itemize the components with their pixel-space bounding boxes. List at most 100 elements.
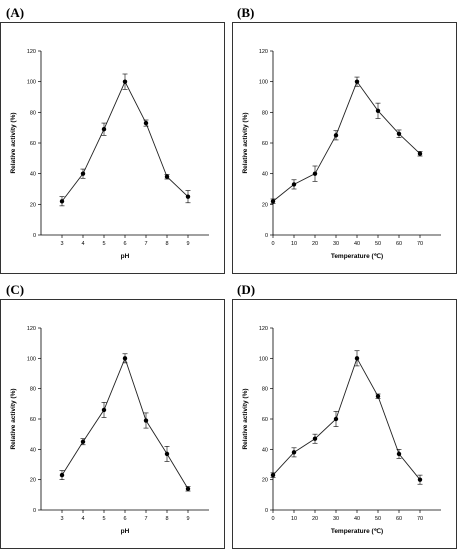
x-tick-label: 70 [417, 516, 423, 522]
series-line [272, 357, 421, 480]
y-tick-label: 100 [27, 356, 36, 362]
y-tick-label: 0 [33, 508, 36, 514]
x-tick-label: 4 [81, 516, 84, 522]
data-point [122, 79, 128, 84]
y-tick-label: 40 [262, 172, 268, 178]
y-tick-label: 100 [27, 80, 36, 86]
x-tick-label: 50 [375, 516, 381, 522]
panel-label-a: (A) [6, 5, 25, 20]
y-tick-label: 120 [27, 49, 36, 55]
y-tick-label: 80 [30, 387, 36, 393]
y-axis-title: Relative activity (%) [242, 112, 249, 173]
data-point [375, 108, 381, 114]
y-axis-title: Relative activity (%) [10, 112, 17, 173]
x-tick-label: 7 [144, 241, 147, 247]
x-tick-label: 60 [396, 241, 402, 247]
y-tick-label: 0 [33, 233, 36, 239]
y-tick-label: 60 [262, 141, 268, 147]
y-tick-label: 40 [262, 447, 268, 453]
y-tick-label: 80 [262, 387, 268, 393]
x-tick-label: 9 [186, 241, 189, 247]
data-point [59, 199, 65, 204]
y-tick-label: 100 [259, 80, 268, 86]
x-tick-label: 10 [291, 516, 297, 522]
data-point [270, 199, 276, 204]
y-tick-label: 20 [262, 478, 268, 484]
series-line [61, 80, 189, 202]
x-axis-title: Temperature (℃) [331, 527, 383, 535]
data-point [291, 450, 297, 455]
data-point [185, 194, 191, 199]
data-point [164, 451, 170, 457]
x-tick-label: 10 [291, 241, 297, 247]
data-point [143, 120, 149, 126]
chart-svg: 0 20 40 60 80 100 120 3 4 5 6 7 8 9 pH Relative activit… [10, 326, 209, 535]
data-point [396, 451, 402, 457]
y-tick-label: 0 [265, 233, 268, 239]
y-tick-label: 40 [30, 447, 36, 453]
y-tick-label: 40 [30, 172, 36, 178]
x-axis-title: pH [121, 528, 130, 535]
data-point [312, 436, 318, 441]
y-tick-label: 60 [30, 141, 36, 147]
x-tick-label: 0 [271, 241, 274, 247]
data-point [185, 486, 191, 491]
chart-svg: 0 20 40 60 80 100 120 0 10 20 30 40 50 60 70 Temperatur… [242, 326, 441, 535]
data-point [375, 394, 381, 399]
data-point [417, 477, 423, 482]
x-tick-label: 4 [81, 241, 84, 247]
x-tick-label: 30 [333, 241, 339, 247]
data-point [270, 472, 276, 478]
x-tick-label: 6 [123, 241, 126, 247]
y-tick-label: 120 [259, 49, 268, 55]
data-point [333, 416, 339, 422]
x-tick-label: 0 [271, 516, 274, 522]
x-tick-label: 9 [186, 516, 189, 522]
data-point [291, 182, 297, 187]
chart-svg: 0 20 40 60 80 100 120 0 10 20 30 40 50 60 70 Temperatur… [242, 49, 441, 260]
chart-panel-b: 0 20 40 60 80 100 120 0 10 20 30 40 50 60 70 Temperatur… [232, 22, 457, 274]
x-tick-label: 30 [333, 516, 339, 522]
x-tick-label: 60 [396, 516, 402, 522]
data-point [312, 171, 318, 176]
x-tick-label: 8 [165, 241, 168, 247]
data-point [80, 171, 86, 176]
x-tick-label: 8 [165, 516, 168, 522]
y-tick-label: 120 [27, 326, 36, 332]
data-point [354, 356, 360, 361]
y-tick-label: 100 [259, 356, 268, 362]
y-tick-label: 0 [265, 508, 268, 514]
y-tick-label: 80 [262, 110, 268, 116]
panel-label-b: (B) [237, 5, 255, 20]
x-tick-label: 5 [102, 241, 105, 247]
data-point [396, 131, 402, 136]
chart-panel-a: 0 20 40 60 80 100 120 3 4 5 6 7 8 9 pH Relative activit… [0, 22, 225, 274]
y-tick-label: 20 [30, 202, 36, 208]
x-tick-label: 20 [312, 516, 318, 522]
x-tick-label: 7 [144, 516, 147, 522]
chart-panel-d: 0 20 40 60 80 100 120 0 10 20 30 40 50 60 70 Temperatur… [232, 299, 457, 549]
x-tick-label: 3 [60, 241, 63, 247]
x-tick-label: 50 [375, 241, 381, 247]
data-point [354, 79, 360, 84]
data-point [164, 174, 170, 179]
y-axis-title: Relative activity (%) [242, 388, 249, 449]
y-axis-title: Relative activity (%) [10, 388, 17, 449]
x-tick-label: 40 [354, 516, 360, 522]
data-point [101, 407, 107, 413]
y-tick-label: 20 [262, 202, 268, 208]
y-tick-label: 60 [30, 417, 36, 423]
panel-label-c: (C) [6, 282, 25, 297]
y-tick-label: 60 [262, 417, 268, 423]
data-point [333, 133, 339, 138]
x-axis-title: Temperature (℃) [331, 252, 383, 260]
x-tick-label: 3 [60, 516, 63, 522]
x-tick-label: 6 [123, 516, 126, 522]
x-tick-label: 40 [354, 241, 360, 247]
chart-panel-c: 0 20 40 60 80 100 120 3 4 5 6 7 8 9 pH Relative activit… [0, 299, 225, 549]
x-axis-title: pH [121, 253, 130, 260]
data-point [80, 439, 86, 444]
data-point [101, 127, 107, 132]
y-tick-label: 120 [259, 326, 268, 332]
series-line [61, 357, 189, 489]
